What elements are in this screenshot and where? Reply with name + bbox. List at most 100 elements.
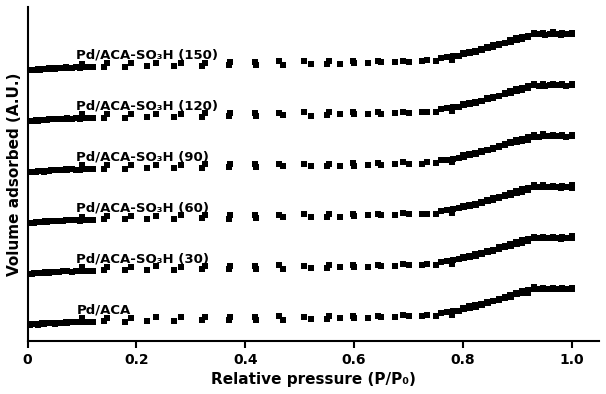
- Point: [470, 251, 480, 257]
- Point: [170, 216, 179, 222]
- Point: [488, 93, 498, 100]
- Point: [545, 82, 555, 89]
- Point: [176, 314, 185, 320]
- Point: [88, 268, 98, 274]
- Point: [299, 161, 309, 167]
- Point: [512, 241, 522, 247]
- Point: [470, 47, 480, 54]
- Point: [459, 255, 469, 261]
- Point: [142, 267, 152, 273]
- Point: [418, 211, 427, 217]
- Point: [390, 212, 400, 218]
- Point: [363, 264, 373, 270]
- Point: [27, 322, 37, 328]
- Point: [77, 264, 87, 270]
- Point: [305, 316, 315, 322]
- Point: [534, 83, 544, 89]
- Point: [67, 269, 76, 275]
- Point: [299, 109, 309, 115]
- Point: [250, 263, 259, 269]
- Point: [170, 63, 179, 69]
- Point: [61, 64, 70, 71]
- Point: [562, 134, 571, 140]
- Point: [540, 286, 550, 292]
- Point: [534, 31, 544, 37]
- Point: [102, 60, 112, 67]
- Point: [48, 167, 58, 173]
- Point: [44, 320, 54, 326]
- Point: [454, 104, 464, 110]
- Point: [404, 313, 413, 320]
- Point: [534, 184, 544, 190]
- Point: [121, 115, 130, 121]
- Point: [42, 117, 52, 123]
- Point: [75, 268, 85, 275]
- Point: [373, 160, 383, 166]
- Point: [275, 110, 284, 116]
- Point: [477, 98, 487, 104]
- Point: [39, 219, 48, 225]
- Point: [127, 60, 136, 66]
- Point: [25, 67, 35, 73]
- Point: [102, 264, 112, 270]
- Point: [71, 115, 81, 122]
- Point: [545, 286, 555, 293]
- Point: [127, 162, 136, 168]
- Point: [99, 216, 108, 222]
- Y-axis label: Volume adsorbed (A.U.): Volume adsorbed (A.U.): [7, 72, 22, 275]
- Point: [61, 166, 70, 172]
- Point: [418, 160, 427, 167]
- Point: [348, 160, 358, 166]
- Point: [436, 258, 446, 265]
- Point: [505, 292, 515, 298]
- Point: [567, 235, 577, 242]
- Point: [79, 64, 89, 70]
- Point: [488, 197, 498, 203]
- Point: [422, 57, 432, 63]
- Point: [121, 319, 130, 325]
- Point: [548, 29, 558, 35]
- Point: [84, 64, 93, 70]
- Point: [548, 132, 558, 138]
- Point: [251, 62, 261, 68]
- Point: [197, 266, 207, 273]
- Point: [524, 290, 533, 296]
- Point: [540, 82, 550, 89]
- Point: [431, 210, 441, 217]
- Point: [37, 168, 47, 174]
- Point: [77, 315, 87, 322]
- Point: [50, 320, 59, 326]
- Point: [422, 159, 432, 165]
- Point: [61, 319, 70, 325]
- Point: [524, 185, 533, 191]
- Point: [29, 270, 39, 276]
- Point: [518, 186, 527, 193]
- Point: [151, 162, 161, 168]
- Point: [464, 303, 474, 310]
- Point: [482, 248, 491, 255]
- Point: [170, 318, 179, 324]
- Point: [58, 320, 68, 326]
- Point: [390, 110, 400, 116]
- Point: [518, 288, 527, 294]
- Point: [471, 253, 481, 259]
- Point: [176, 111, 185, 117]
- Point: [25, 322, 35, 328]
- Point: [41, 218, 50, 225]
- Point: [250, 212, 259, 218]
- Point: [500, 193, 510, 199]
- Point: [151, 314, 161, 321]
- Point: [250, 314, 259, 320]
- Point: [538, 233, 548, 240]
- Point: [500, 243, 510, 249]
- Point: [121, 64, 130, 70]
- Point: [42, 167, 52, 174]
- Point: [67, 65, 76, 71]
- Point: [224, 216, 234, 222]
- Point: [50, 320, 59, 326]
- Point: [562, 286, 571, 292]
- Point: [398, 159, 408, 165]
- Point: [500, 142, 510, 148]
- Point: [390, 263, 400, 269]
- Point: [454, 205, 464, 211]
